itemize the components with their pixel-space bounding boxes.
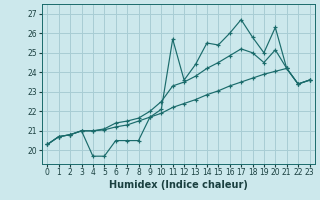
X-axis label: Humidex (Indice chaleur): Humidex (Indice chaleur) xyxy=(109,180,248,190)
